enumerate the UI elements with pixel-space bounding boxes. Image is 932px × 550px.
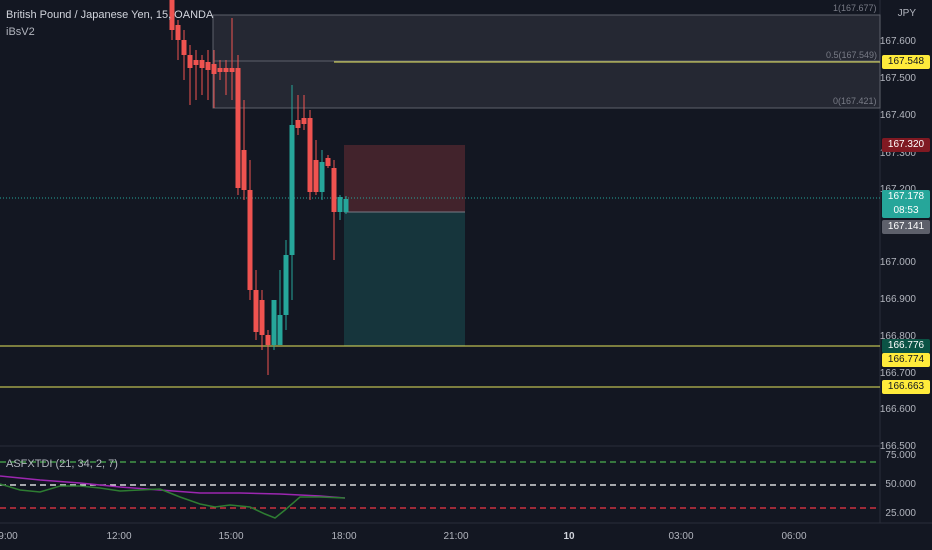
candle-body [181, 40, 187, 55]
price-tick: 166.500 [879, 441, 916, 452]
candle-body [241, 150, 247, 190]
price-tag-target[interactable]: 166.776 [882, 339, 930, 353]
price-tick: 166.900 [879, 294, 916, 305]
candle-body [199, 60, 205, 68]
osc-tick: 75.000 [885, 450, 916, 461]
candle-body [211, 64, 217, 74]
price-tick: 167.400 [879, 110, 916, 121]
time-label: 03:00 [668, 531, 694, 542]
time-label-day: 10 [563, 531, 575, 542]
candlestick-series[interactable] [169, 0, 349, 375]
time-label: 9:00 [0, 531, 18, 542]
price-tick: 166.600 [879, 404, 916, 415]
price-tick: 166.700 [879, 368, 916, 379]
price-tag-stop[interactable]: 167.320 [882, 138, 930, 152]
candle-body [325, 158, 331, 166]
osc-signal-line [0, 475, 346, 499]
oscillator-name[interactable]: ASFXTDI (21, 34, 2, 7) [6, 458, 118, 470]
fib-label-1: 1(167.677) [833, 3, 877, 13]
candle-body [277, 315, 283, 345]
candle-body [319, 162, 325, 192]
candle-body [247, 190, 253, 290]
fib-label-05: 0.5(167.549) [826, 50, 878, 60]
symbol-title[interactable]: British Pound / Japanese Yen, 15, OANDA [6, 9, 214, 21]
candle-body [265, 335, 271, 345]
price-tag-last[interactable]: 167.178 [882, 190, 930, 204]
price-tick: 167.600 [879, 36, 916, 47]
time-label: 21:00 [443, 531, 469, 542]
time-label: 15:00 [218, 531, 244, 542]
candle-body [271, 300, 277, 345]
price-tick: 167.500 [879, 73, 916, 84]
candle-body [295, 120, 301, 128]
candle-body [343, 199, 349, 212]
candle-body [223, 68, 229, 72]
fib-label-0: 0(167.421) [833, 96, 877, 106]
price-tick: 166.800 [879, 331, 916, 342]
candle-body [307, 118, 313, 192]
candle-body [337, 197, 343, 212]
currency-label: JPY [897, 8, 916, 19]
candle-body [253, 290, 259, 332]
candle-body [193, 60, 199, 65]
price-tick: 167.300 [879, 148, 916, 159]
time-label: 18:00 [331, 531, 357, 542]
time-label: 12:00 [106, 531, 132, 542]
candle-body [313, 160, 319, 192]
candle-body [283, 255, 289, 315]
candle-body [301, 118, 307, 124]
price-tag-line-low[interactable]: 166.663 [882, 380, 930, 394]
candle-body [187, 55, 193, 68]
time-label: 06:00 [781, 531, 807, 542]
candle-body [229, 68, 235, 72]
candle-body [331, 168, 337, 212]
candle-body [217, 68, 223, 72]
price-tag-bid[interactable]: 167.141 [882, 220, 930, 234]
price-tick: 167.000 [879, 257, 916, 268]
osc-rsi-line [0, 483, 346, 519]
short-position-target-zone[interactable] [344, 212, 465, 346]
candle-body [289, 125, 295, 255]
price-tag-line-top[interactable]: 167.548 [882, 55, 930, 69]
candle-body [169, 0, 175, 30]
price-tick: 167.200 [880, 184, 916, 195]
indicator-name[interactable]: iBsV2 [6, 26, 35, 38]
osc-tick: 25.000 [885, 508, 916, 519]
osc-tick: 50.000 [885, 479, 916, 490]
candle-body [235, 68, 241, 188]
price-tag-line-mid[interactable]: 166.774 [882, 353, 930, 367]
candle-body [205, 62, 211, 70]
candle-body [259, 300, 265, 335]
candle-body [175, 25, 181, 40]
short-position-stop-zone[interactable] [344, 145, 465, 212]
price-tag-countdown: 08:53 [882, 204, 930, 218]
